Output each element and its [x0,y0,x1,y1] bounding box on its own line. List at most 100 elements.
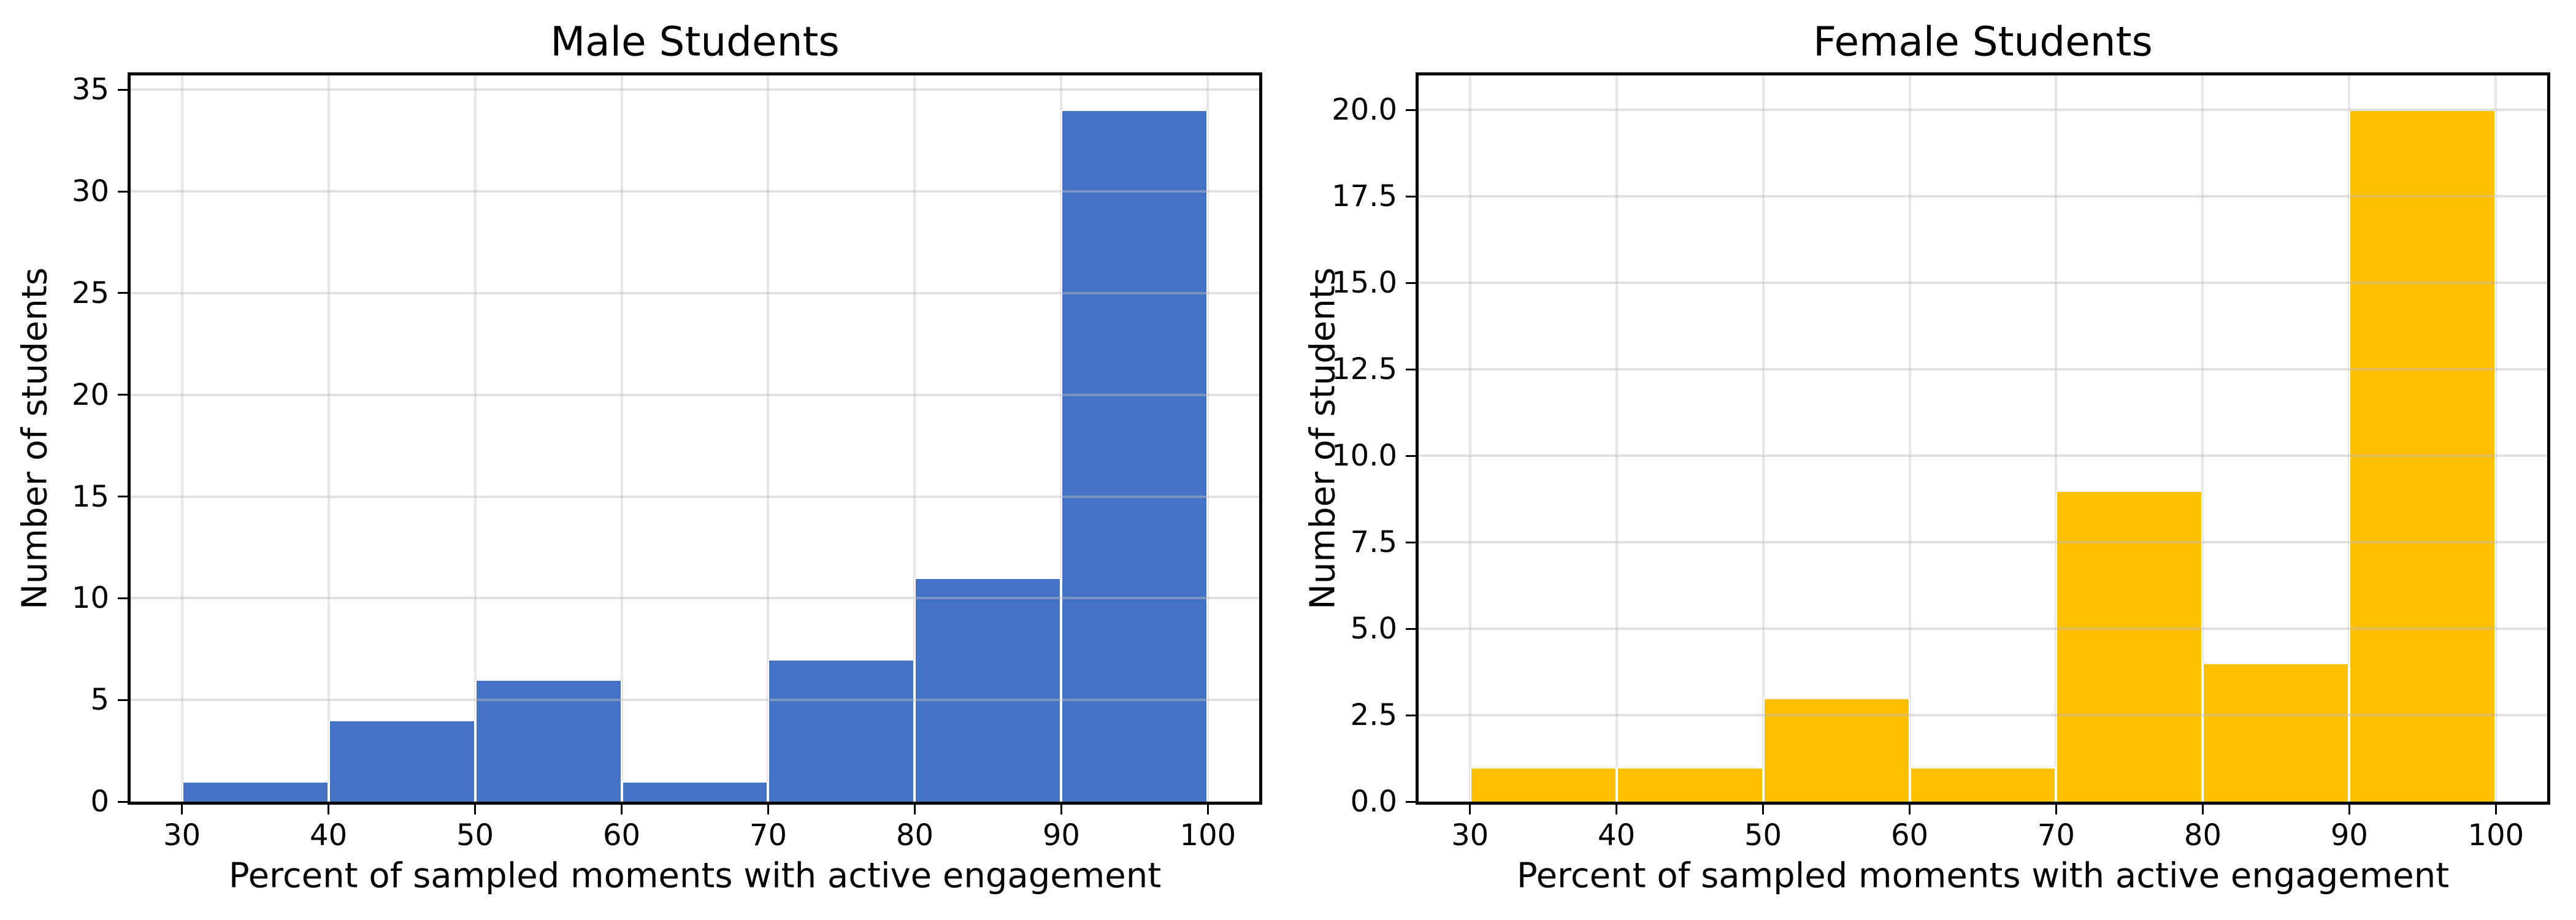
grid-line-horizontal [1419,627,2547,631]
x-axis-label: Percent of sampled moments with active e… [228,856,1162,896]
x-tick-mark [474,805,477,815]
grid-line-horizontal [131,597,1259,600]
grid-line-horizontal [1419,368,2547,371]
y-tick-mark [1406,282,1416,284]
x-tick-label: 60 [1890,818,1929,853]
x-tick-mark [913,805,916,815]
y-tick-label: 5.0 [1350,611,1397,646]
x-tick-label: 40 [310,818,348,853]
x-tick-label: 30 [1451,818,1489,853]
x-tick-label: 40 [1598,818,1636,853]
x-tick-mark [1060,805,1062,815]
female-students-chart: Female Students Number of students Perce… [1288,0,2576,920]
chart-title: Male Students [550,18,840,66]
y-tick-label: 10.0 [1332,439,1397,473]
x-tick-label: 90 [2330,818,2368,853]
grid-line-horizontal [131,88,1259,91]
grid-line-vertical [620,75,623,802]
histogram-bar [1616,767,1763,802]
grid-line-vertical [1761,75,1765,802]
x-tick-label: 60 [602,818,641,853]
histogram-bar [475,680,622,802]
x-tick-label: 70 [2037,818,2076,853]
y-tick-label: 25 [71,275,109,310]
x-tick-mark [1469,805,1471,815]
histogram-bar [328,720,475,802]
x-tick-label: 90 [1042,818,1080,853]
y-tick-label: 12.5 [1332,352,1397,387]
x-tick-label: 100 [2467,818,2524,853]
plot-area [1416,72,2550,805]
y-tick-mark [1406,109,1416,111]
x-tick-label: 80 [2183,818,2221,853]
y-tick-mark [1406,714,1416,716]
y-tick-mark [118,292,128,294]
y-tick-label: 0.0 [1350,784,1397,819]
histogram-bar [2349,110,2496,802]
x-tick-mark [767,805,769,815]
x-tick-mark [2201,805,2204,815]
y-tick-label: 20 [71,377,109,412]
grid-line-vertical [913,75,916,802]
x-tick-mark [2348,805,2350,815]
y-tick-label: 20.0 [1332,93,1397,128]
y-tick-label: 0 [90,784,109,819]
x-tick-label: 80 [895,818,933,853]
y-tick-mark [118,800,128,803]
histogram-bar [621,781,769,802]
y-tick-label: 7.5 [1350,525,1397,560]
grid-line-vertical [2201,75,2204,802]
y-tick-mark [1406,541,1416,543]
grid-line-vertical [180,75,183,802]
x-tick-mark [1762,805,1765,815]
x-tick-mark [1206,805,1209,815]
grid-line-vertical [1615,75,1618,802]
x-tick-mark [621,805,623,815]
plot-area [128,72,1262,805]
y-tick-mark [1406,627,1416,630]
y-tick-mark [1406,368,1416,370]
x-tick-mark [328,805,330,815]
x-tick-label: 50 [456,818,494,853]
grid-line-vertical [1468,75,1471,802]
grid-line-horizontal [1419,541,2547,544]
grid-line-vertical [2494,75,2497,802]
grid-line-vertical [767,75,770,802]
male-students-chart: Male Students Number of students Percent… [15,18,1262,896]
histogram-bar [1470,767,1617,802]
y-tick-label: 2.5 [1350,698,1397,733]
y-tick-mark [118,699,128,701]
grid-line-horizontal [131,495,1259,498]
x-tick-mark [181,805,183,815]
y-tick-mark [118,496,128,498]
histogram-bar [2056,490,2203,802]
grid-line-horizontal [131,291,1259,294]
grid-line-horizontal [131,699,1259,702]
histogram-bar [1763,697,1910,802]
y-tick-label: 5 [90,683,109,718]
x-tick-mark [1616,805,1618,815]
grid-line-horizontal [1419,282,2547,285]
y-axis-label: Number of students [15,267,55,610]
x-tick-mark [2494,805,2497,815]
grid-line-horizontal [131,190,1259,193]
x-tick-mark [1909,805,1911,815]
grid-line-vertical [2055,75,2058,802]
y-tick-label: 10 [71,581,109,616]
grid-line-vertical [473,75,477,802]
grid-line-horizontal [1419,714,2547,717]
chart-title: Female Students [1813,18,2153,66]
y-tick-label: 30 [71,174,109,209]
histogram-bar [914,578,1062,802]
grid-line-horizontal [1419,195,2547,198]
grid-line-horizontal [1419,454,2547,458]
y-tick-mark [118,394,128,396]
grid-line-horizontal [131,393,1259,396]
x-tick-label: 30 [163,818,201,853]
y-tick-label: 15.0 [1332,266,1397,301]
y-tick-mark [118,597,128,599]
histogram-bar [1061,110,1208,802]
histogram-bar [182,781,329,802]
histogram-bar [1909,767,2057,802]
